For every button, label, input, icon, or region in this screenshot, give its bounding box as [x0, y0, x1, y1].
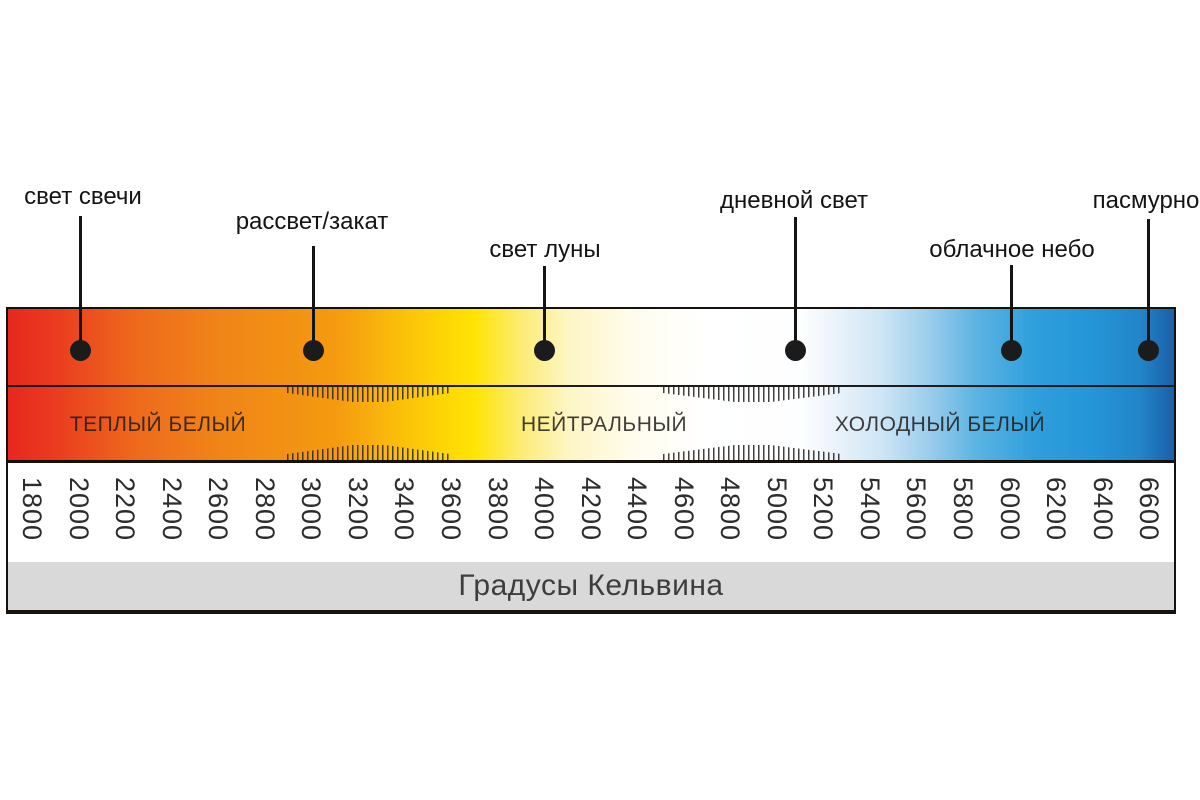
marker-dot [533, 339, 555, 361]
marker-label: свет свечи [24, 183, 142, 210]
marker-dot [784, 339, 806, 361]
zone-transition-ticks [663, 387, 842, 402]
marker-stem [793, 217, 797, 350]
marker-label: рассвет/закат [235, 208, 389, 235]
kelvin-chart-frame: ТЕПЛЫЙ БЕЛЫЙ НЕЙТРАЛЬНЫЙ ХОЛОДНЫЙ БЕЛЫЙ 18… [6, 307, 1176, 614]
zone-label: ТЕПЛЫЙ БЕЛЫЙ [69, 413, 247, 436]
zone-transition-ticks [287, 387, 450, 402]
marker-stem [542, 266, 546, 350]
axis-title-band: Градусы Кельвина [8, 562, 1174, 610]
marker-dot [1000, 339, 1022, 361]
marker-dot [1137, 339, 1159, 361]
marker-label: пасмурно [1092, 187, 1200, 214]
marker-stem [1146, 219, 1150, 350]
marker-dot [302, 339, 324, 361]
marker-label: дневной свет [719, 187, 869, 214]
marker-label: свет луны [489, 236, 601, 263]
axis-title: Градусы Кельвина [458, 569, 724, 602]
zone-label: НЕЙТРАЛЬНЫЙ [520, 413, 688, 436]
marker-stem [78, 216, 82, 350]
marker-dot [69, 339, 91, 361]
kelvin-scale-strip: 1800 2000 2200 2400 2600 2800 3000 3200 3400 3600… [8, 463, 1174, 562]
zone-label: ХОЛОДНЫЙ БЕЛЫЙ [834, 413, 1046, 436]
marker-label: облачное небо [929, 236, 1095, 263]
marker-stem [311, 246, 315, 350]
kelvin-gradient-bar: ТЕПЛЫЙ БЕЛЫЙ НЕЙТРАЛЬНЫЙ ХОЛОДНЫЙ БЕЛЫЙ [8, 309, 1174, 463]
zone-transition-ticks [287, 445, 450, 460]
bar-divider-line [8, 385, 1174, 387]
zone-transition-ticks [663, 445, 842, 460]
marker-stem [1009, 265, 1013, 350]
